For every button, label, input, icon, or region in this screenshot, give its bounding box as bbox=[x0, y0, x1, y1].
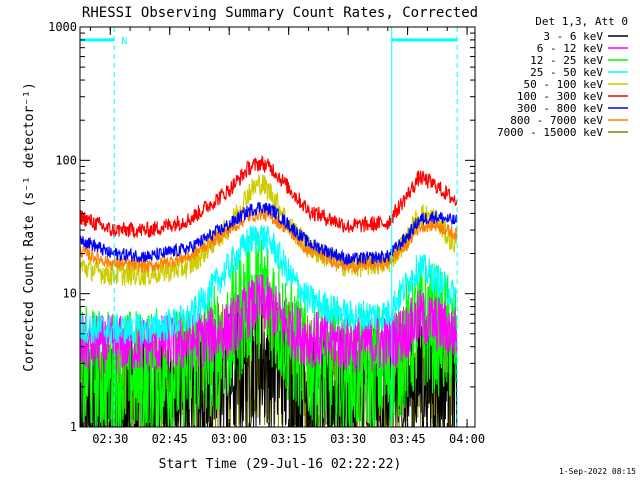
y-axis-label: Corrected Count Rate (s⁻¹ detector⁻¹) bbox=[22, 82, 37, 372]
legend-entry-label: 6 - 12 keV bbox=[537, 42, 604, 55]
x-tick-label: 04:00 bbox=[449, 432, 485, 446]
x-axis-label: Start Time (29-Jul-16 02:22:22) bbox=[159, 457, 402, 472]
legend-entry-label: 25 - 50 keV bbox=[530, 66, 603, 79]
footer-date: 1-Sep-2022 08:15 bbox=[559, 467, 636, 476]
x-tick-label: 03:45 bbox=[390, 432, 426, 446]
legend-header: Det 1,3, Att 0 bbox=[535, 15, 628, 28]
axes-layer: 02:30 02:45 03:00 03:15 03:30 03:45 04:00 1 10 10… bbox=[48, 20, 485, 446]
series-line-25-50-kev bbox=[80, 225, 458, 346]
legend-entry-label: 12 - 25 keV bbox=[530, 54, 603, 67]
x-tick-label: 02:45 bbox=[152, 432, 188, 446]
series-layer bbox=[80, 154, 458, 427]
x-tick-label: 03:00 bbox=[211, 432, 247, 446]
chart-title: RHESSI Observing Summary Count Rates, Co… bbox=[82, 5, 478, 21]
legend-entry-label: 800 - 7000 keV bbox=[510, 114, 603, 127]
y-tick-label: 10 bbox=[63, 287, 77, 301]
legend-entry-label: 300 - 800 keV bbox=[517, 102, 603, 115]
series-line-100-300-kev bbox=[80, 154, 458, 238]
plot-area: N 02:30 02:45 03:00 03:15 03:30 03:45 04:00 1 10… bbox=[48, 20, 485, 446]
series-line-50-100-kev bbox=[80, 174, 458, 287]
x-tick-label: 03:30 bbox=[330, 432, 366, 446]
y-tick-label: 100 bbox=[55, 153, 77, 167]
y-tick-label: 1000 bbox=[48, 20, 77, 34]
plot-frame bbox=[79, 26, 476, 428]
legend-entry-label: 7000 - 15000 keV bbox=[497, 126, 603, 139]
annotation-layer: N bbox=[80, 27, 458, 427]
legend-entry-label: 50 - 100 keV bbox=[524, 78, 604, 91]
series-line-300-800-kev bbox=[80, 202, 458, 266]
annotation-label: N bbox=[121, 36, 127, 47]
y-tick-label: 1 bbox=[70, 420, 77, 434]
legend-entry-label: 100 - 300 keV bbox=[517, 90, 603, 103]
x-tick-label: 03:15 bbox=[271, 432, 307, 446]
legend-entry-label: 3 - 6 keV bbox=[543, 30, 603, 43]
x-tick-label: 02:30 bbox=[92, 432, 128, 446]
